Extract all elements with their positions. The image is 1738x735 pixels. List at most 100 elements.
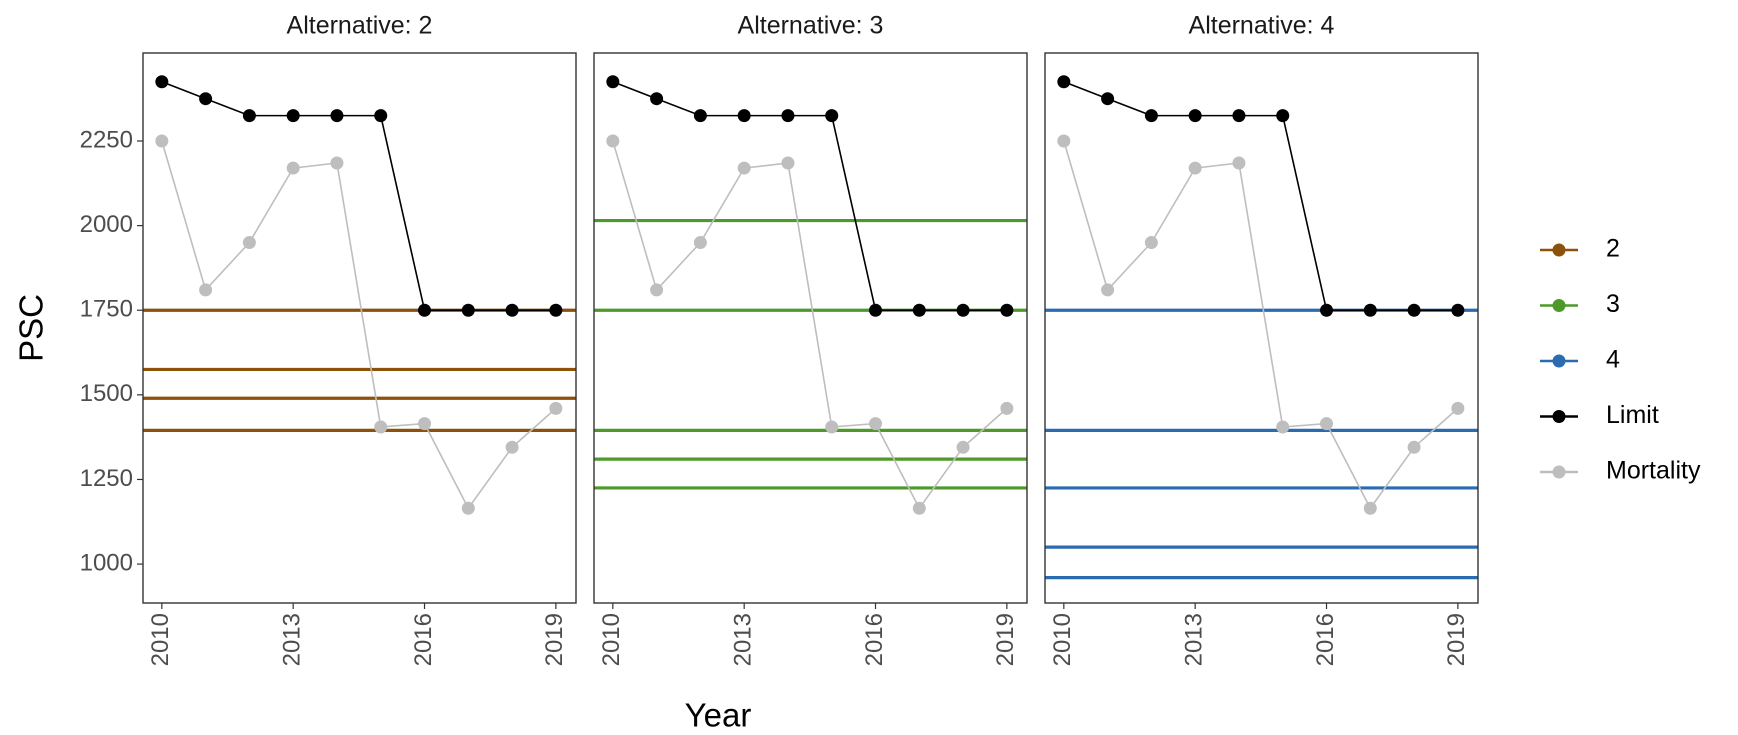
series-point bbox=[1057, 134, 1071, 148]
series-point bbox=[606, 134, 620, 148]
series-line bbox=[1063, 140, 1459, 510]
series-point bbox=[242, 109, 256, 123]
series-point bbox=[505, 440, 519, 454]
x-tick-label: 2013 bbox=[730, 613, 757, 666]
series-point bbox=[781, 156, 795, 170]
series-point bbox=[1188, 161, 1202, 175]
legend-label: 4 bbox=[1606, 346, 1620, 374]
panel-border bbox=[593, 52, 1028, 604]
series-point bbox=[956, 303, 970, 317]
series-point bbox=[549, 401, 563, 415]
series-point bbox=[606, 75, 620, 89]
series-point bbox=[912, 303, 926, 317]
series-point bbox=[1451, 303, 1465, 317]
series-point bbox=[549, 303, 563, 317]
panel-border bbox=[142, 52, 577, 604]
series-line bbox=[612, 81, 1007, 312]
x-tick-label: 2010 bbox=[1049, 613, 1076, 666]
y-tick-label: 1500 bbox=[80, 380, 133, 407]
series-line bbox=[161, 140, 557, 510]
x-tick-label: 2010 bbox=[147, 613, 174, 666]
series-point bbox=[869, 303, 883, 317]
legend-label: Limit bbox=[1606, 401, 1659, 429]
legend-label: 2 bbox=[1606, 235, 1620, 263]
series-point bbox=[1320, 303, 1334, 317]
x-tick-label: 2016 bbox=[1312, 613, 1339, 666]
legend-key-point bbox=[1552, 410, 1566, 423]
x-tick-label: 2019 bbox=[1443, 613, 1470, 666]
series-line bbox=[612, 140, 1008, 510]
legend-key-point bbox=[1552, 299, 1566, 312]
legend-key-point bbox=[1552, 354, 1566, 368]
legend-label: 3 bbox=[1606, 290, 1620, 318]
legend-key-point bbox=[1552, 243, 1566, 257]
series-point bbox=[330, 109, 344, 123]
x-tick-label: 2019 bbox=[992, 613, 1019, 666]
series-point bbox=[825, 109, 839, 123]
series-point bbox=[1407, 303, 1421, 317]
x-tick-label: 2019 bbox=[541, 613, 568, 666]
series-point bbox=[781, 109, 795, 123]
series-point bbox=[286, 109, 300, 123]
series-point bbox=[825, 420, 839, 434]
x-tick-label: 2016 bbox=[861, 613, 888, 666]
series-point bbox=[155, 75, 169, 89]
series-point bbox=[650, 283, 664, 297]
series-point bbox=[869, 417, 883, 431]
panel-title: Alternative: 4 bbox=[1189, 12, 1335, 40]
series-point bbox=[693, 236, 707, 250]
panel-title: Alternative: 2 bbox=[287, 12, 433, 40]
series-point bbox=[1320, 417, 1334, 431]
y-tick-label: 1000 bbox=[80, 549, 133, 576]
series-point bbox=[1276, 420, 1290, 434]
series-point bbox=[461, 501, 475, 515]
x-tick-label: 2016 bbox=[410, 613, 437, 666]
series-point bbox=[155, 134, 169, 148]
x-axis-label: Year bbox=[685, 697, 752, 734]
series-point bbox=[330, 156, 344, 170]
series-point bbox=[374, 420, 388, 434]
series-point bbox=[1144, 236, 1158, 250]
panel-title: Alternative: 3 bbox=[738, 12, 884, 40]
series-point bbox=[1101, 92, 1115, 106]
panel-border bbox=[1044, 52, 1479, 604]
legend-label: Mortality bbox=[1606, 457, 1701, 485]
series-point bbox=[374, 109, 388, 123]
series-point bbox=[199, 283, 213, 297]
y-tick-label: 1750 bbox=[80, 296, 133, 323]
series-point bbox=[650, 92, 664, 106]
series-point bbox=[1144, 109, 1158, 123]
series-point bbox=[737, 161, 751, 175]
series-point bbox=[461, 303, 475, 317]
series-point bbox=[1276, 109, 1290, 123]
series-point bbox=[1451, 401, 1465, 415]
series-point bbox=[737, 109, 751, 123]
series-point bbox=[199, 92, 213, 106]
series-point bbox=[1363, 303, 1377, 317]
series-point bbox=[286, 161, 300, 175]
legend-key-point bbox=[1552, 465, 1566, 479]
y-tick-label: 2000 bbox=[80, 211, 133, 238]
series-point bbox=[1057, 75, 1071, 89]
series-point bbox=[693, 109, 707, 123]
series-point bbox=[1188, 109, 1202, 123]
x-tick-label: 2013 bbox=[279, 613, 306, 666]
series-point bbox=[1363, 501, 1377, 515]
series-point bbox=[418, 303, 432, 317]
series-point bbox=[912, 501, 926, 515]
y-axis-label: PSC bbox=[13, 294, 50, 362]
series-line bbox=[161, 81, 556, 312]
x-tick-label: 2010 bbox=[598, 613, 625, 666]
series-point bbox=[1101, 283, 1115, 297]
series-point bbox=[418, 417, 432, 431]
series-point bbox=[1000, 401, 1014, 415]
series-point bbox=[1000, 303, 1014, 317]
y-tick-label: 2250 bbox=[80, 126, 133, 153]
series-point bbox=[242, 236, 256, 250]
series-point bbox=[1407, 440, 1421, 454]
x-tick-label: 2013 bbox=[1181, 613, 1208, 666]
y-tick-label: 1250 bbox=[80, 465, 133, 492]
series-point bbox=[505, 303, 519, 317]
series-point bbox=[1232, 109, 1246, 123]
